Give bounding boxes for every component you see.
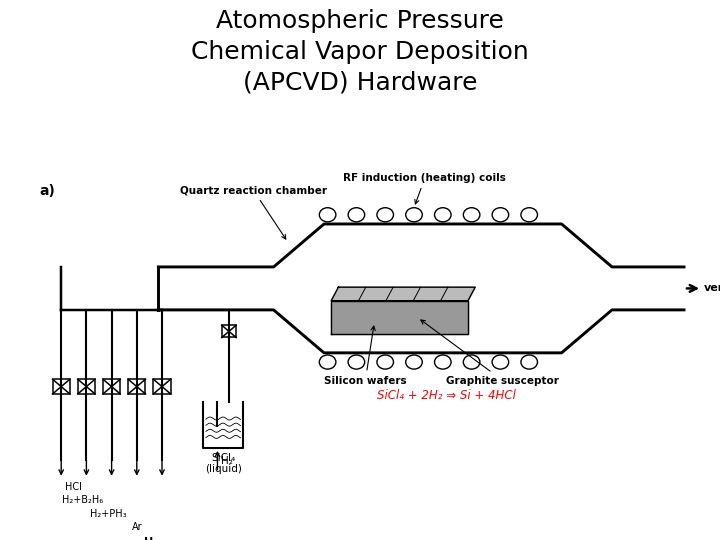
Text: H₂: H₂: [221, 456, 233, 467]
Text: SiCl₄
(liquid): SiCl₄ (liquid): [204, 453, 242, 475]
Polygon shape: [331, 301, 468, 334]
Polygon shape: [331, 287, 475, 301]
Text: H₂+PH₃: H₂+PH₃: [90, 509, 126, 519]
Bar: [153, 379, 171, 394]
Text: HCl: HCl: [65, 482, 81, 492]
Text: a): a): [40, 184, 55, 198]
Text: vent: vent: [704, 284, 720, 293]
Bar: [103, 379, 120, 394]
Text: Atomospheric Pressure
Chemical Vapor Deposition
(APCVD) Hardware: Atomospheric Pressure Chemical Vapor Dep…: [191, 9, 529, 94]
Text: SiCl₄ + 2H₂ ⇒ Si + 4HCl: SiCl₄ + 2H₂ ⇒ Si + 4HCl: [377, 389, 516, 402]
Bar: [222, 325, 236, 338]
Text: H₂: H₂: [144, 537, 158, 540]
Bar: [128, 379, 145, 394]
Bar: [53, 379, 70, 394]
Text: RF induction (heating) coils: RF induction (heating) coils: [343, 173, 506, 204]
Text: H₂+B₂H₆: H₂+B₂H₆: [62, 495, 104, 505]
Text: Quartz reaction chamber: Quartz reaction chamber: [180, 185, 327, 239]
Bar: [78, 379, 95, 394]
Text: Ar: Ar: [132, 522, 142, 532]
Text: Graphite susceptor: Graphite susceptor: [420, 320, 559, 386]
Text: Silicon wafers: Silicon wafers: [324, 326, 407, 386]
